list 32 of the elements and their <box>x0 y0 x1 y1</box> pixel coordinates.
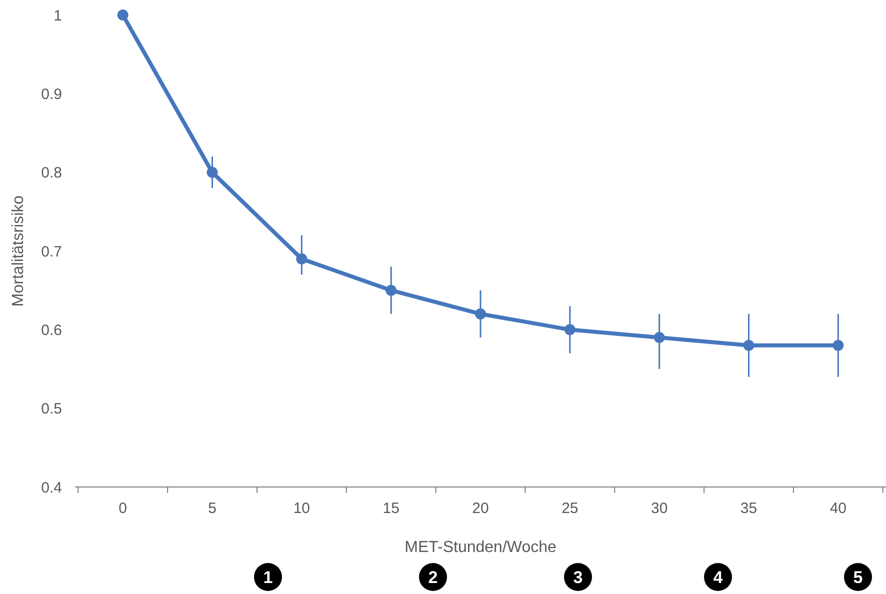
point <box>564 324 576 336</box>
text: 4 <box>713 568 724 588</box>
y-tick-label: 0.8 <box>41 164 62 182</box>
x-tick-label: 30 <box>650 500 668 517</box>
x-tick-label: 20 <box>472 500 489 517</box>
point <box>832 340 844 351</box>
y-tick-label: 0.5 <box>41 400 62 418</box>
x-tick-label: 35 <box>740 500 758 517</box>
y-axis-title: Mortalitätsrisiko <box>10 195 27 307</box>
x-tick-label: 25 <box>562 500 578 517</box>
point <box>654 332 665 344</box>
y-tick-label: 0.9 <box>41 86 62 103</box>
x-tick-label: 0 <box>118 500 128 517</box>
x-tick-label: 15 <box>382 500 400 517</box>
y-tick-label: 0.6 <box>41 322 62 339</box>
point <box>296 253 308 264</box>
y-tick-label: 1 <box>54 7 62 24</box>
point <box>475 308 486 320</box>
x-tick-label: 10 <box>293 500 310 517</box>
text: 5 <box>853 568 863 588</box>
point <box>206 166 218 178</box>
x-tick-label: 5 <box>208 500 216 517</box>
point <box>743 340 754 351</box>
y-tick-label: 0.7 <box>41 243 62 260</box>
y-tick-label: 0.4 <box>41 479 62 496</box>
point <box>386 284 397 296</box>
point <box>117 10 128 20</box>
x-tick-label: 40 <box>830 500 847 517</box>
text: 3 <box>573 568 583 588</box>
x-axis-title: MET-Stunden/Woche <box>404 539 556 556</box>
text: 2 <box>428 568 438 588</box>
text: 1 <box>263 568 273 588</box>
